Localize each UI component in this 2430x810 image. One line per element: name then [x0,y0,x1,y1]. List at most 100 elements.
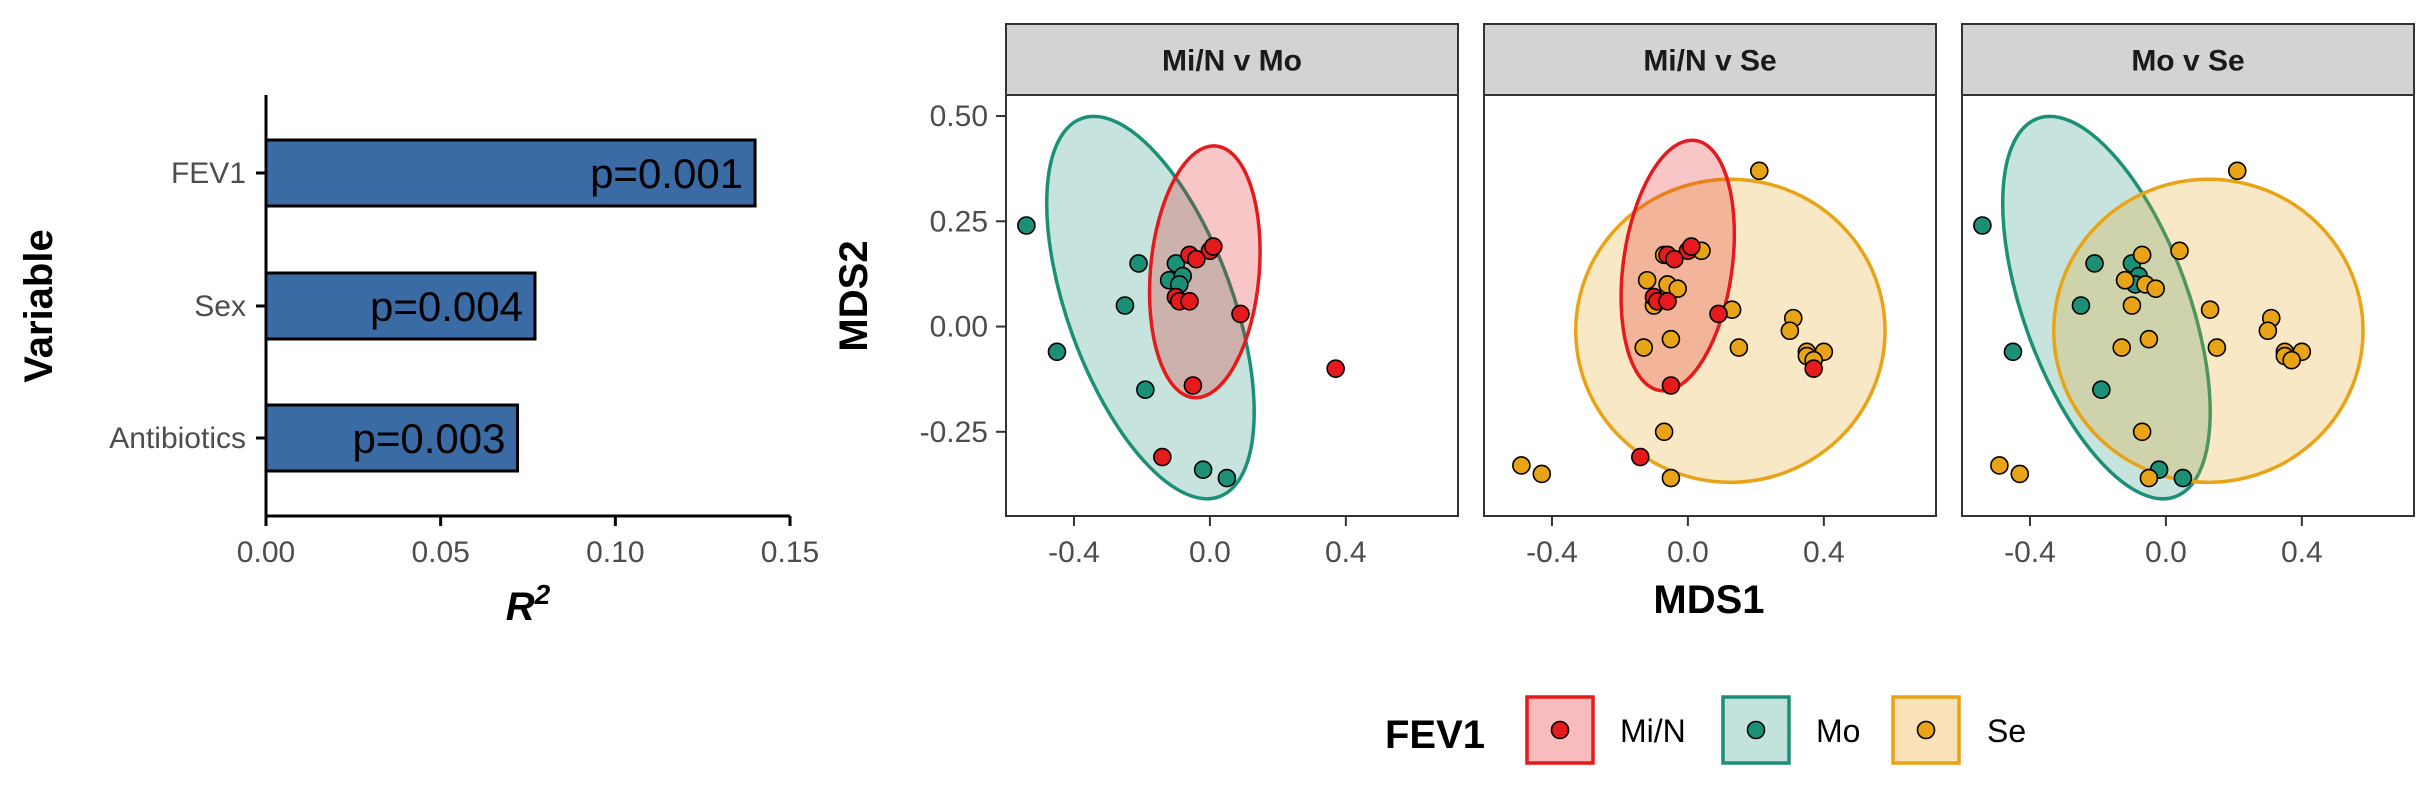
point-mo [2085,254,2104,273]
facet-strip-label: Mi/N v Mo [1162,45,1302,78]
point-min [1153,447,1172,467]
point-se [2132,245,2152,265]
point-min [1665,249,1684,269]
point-se [2227,161,2247,181]
point-se [1729,338,1749,357]
point-se [1990,456,2009,475]
ellipse-mo [2000,114,2212,501]
scatter-y-axis-title: MDS2 [832,240,876,351]
point-se [2207,338,2227,357]
scatter-x-tick-label: 0.4 [1325,536,1367,569]
point-mo [1136,380,1155,400]
point-mo [2092,380,2111,400]
scatter-x-tick-label: 0.4 [1803,536,1845,569]
facet-strip-label: Mo v Se [2131,45,2244,78]
bar-y-tick-label: Sex [194,290,246,323]
scatter-y-tick-label: 0.00 [930,311,988,344]
point-se [1532,464,1552,484]
scatter-y-ticks: -0.25 0.00 0.25 0.50 [920,100,1006,449]
facet-strip [1483,23,1937,96]
bar-antibiotics [264,403,520,473]
scatter-x-tick-label: -0.4 [1048,536,1100,569]
bar-p-value-label: p=0.004 [370,283,523,330]
point-se [2146,279,2166,298]
ellipse-se [1574,177,1887,485]
ellipse-se [2052,177,2365,485]
bar-p-value-label: p=0.003 [353,415,506,462]
point-min [1709,304,1728,324]
point-min [1658,291,1677,311]
facet-plot-area [1484,95,1936,516]
bar-p-value-label: p=0.001 [590,150,743,197]
scatter-x-tick-label: -0.4 [1526,536,1578,569]
facet-panels: Mi/N v Mo-0.4 0.0 0.4Mi/N v Se-0.4 0.0 0.4Mo… [1005,23,2415,569]
scatter-y-tick-label: 0.50 [930,100,988,133]
scatter-x-tick-label: 0.4 [2281,536,2323,569]
scatter-x-tick-label: 0.0 [2145,536,2187,569]
bar-y-tick-label: Antibiotics [109,422,246,455]
facet-panel: Mo v Se -0.4 0.0 0.4 [1961,23,2415,569]
legend-title: FEV1 [1385,713,1485,757]
scatter-x-tick-label: 0.0 [1667,536,1709,569]
point-min [1631,447,1650,467]
point-se [2132,422,2152,442]
point-min [1183,376,1203,395]
legend-label: Se [1987,713,2026,749]
legend-label: Mi/N [1620,713,1686,749]
bar-chart: p=0.001 p=0.004 p=0.003 0.00 0.05 0.10 0.15 F… [17,95,819,629]
legend-key-point [1916,720,1936,740]
facet-strip [1961,23,2415,96]
facet-plot-area [1006,95,1458,516]
point-min [1231,304,1250,324]
point-mo [1193,460,1213,479]
point-se [2115,270,2135,290]
scatter-y-tick-label: 0.25 [930,205,988,238]
point-se [1654,422,1674,442]
point-min [1804,359,1823,378]
legend-items: Mi/N Mo Se [1525,695,2026,765]
legend-key-point [1550,720,1570,740]
point-min [1661,376,1681,395]
bar-x-ticks: 0.00 0.05 0.10 0.15 [237,516,819,569]
point-se [1749,161,1769,181]
bar-x-axis-title-sup: 2 [534,579,551,610]
legend-key-point [1746,720,1766,740]
facet-border [1005,94,1459,517]
point-mo [2071,296,2091,315]
point-mo [1047,342,1067,362]
ellipse-min [1147,144,1262,400]
point-se [2112,338,2132,357]
point-mo [1973,216,1992,235]
point-se [2200,300,2220,320]
point-min [1180,291,1199,311]
bar-x-axis-title-base: R [506,585,535,629]
point-se [2139,329,2159,349]
point-se [1661,329,1681,349]
facet-plot-content [1512,138,1887,488]
point-se [2258,321,2278,341]
point-se [2122,296,2142,315]
point-se [1668,279,1688,298]
scatter-y-tick-label: -0.25 [920,416,988,449]
facet-plot-content [1973,114,2365,501]
point-mo [2173,468,2193,488]
bar-x-tick-label: 0.15 [761,536,819,569]
point-min [1187,249,1206,269]
point-se [1512,456,1531,475]
legend-label: Mo [1816,713,1860,749]
bar-layer: p=0.001 p=0.004 p=0.003 [264,138,757,473]
bar-x-tick-label: 0.10 [586,536,644,569]
point-mo [1115,296,1135,315]
bar-y-ticks: FEV1 Sex Antibiotics [109,157,266,455]
point-se [1780,321,1800,341]
point-mo [1129,254,1148,273]
point-min [1326,359,1345,378]
facet-plot-content [1017,114,1345,501]
point-se [1637,270,1657,290]
bar-sex [264,271,537,341]
point-se [1634,338,1654,357]
point-min [1204,237,1223,256]
scatter-x-axis-title: MDS1 [1653,578,1764,622]
point-mo [1217,468,1237,488]
